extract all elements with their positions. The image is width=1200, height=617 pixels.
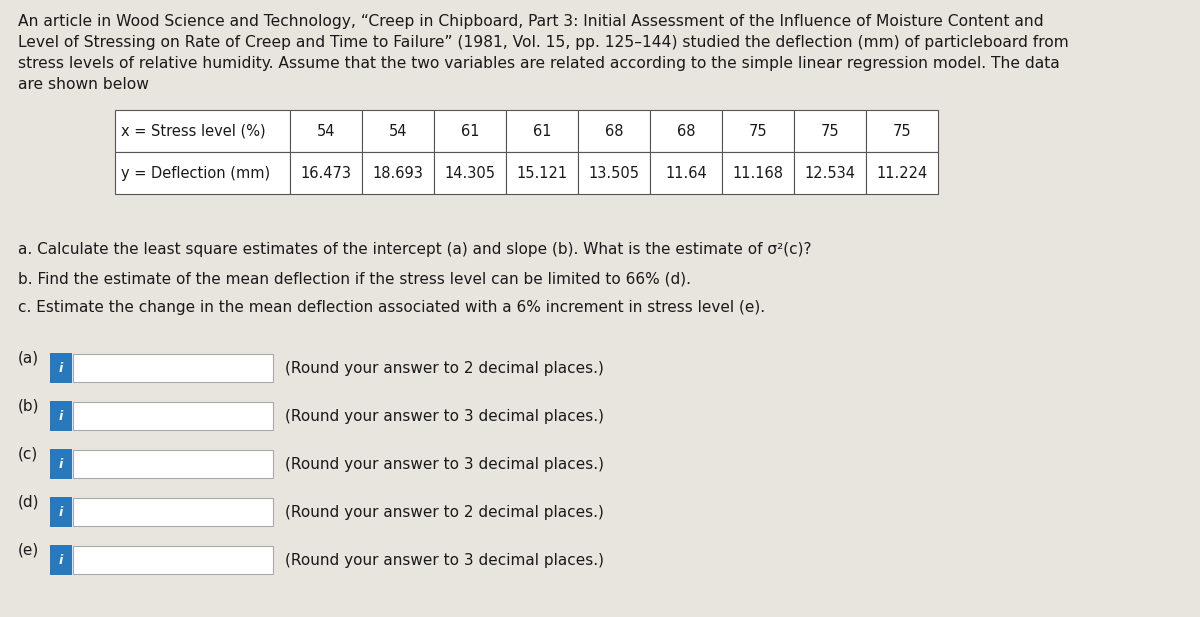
Text: 68: 68	[605, 123, 623, 138]
Bar	[650, 110, 722, 152]
Text: y = Deflection (mm): y = Deflection (mm)	[121, 165, 270, 181]
Bar	[866, 152, 938, 194]
Text: 18.693: 18.693	[372, 165, 424, 181]
Text: 61: 61	[461, 123, 479, 138]
Bar	[506, 152, 578, 194]
Text: 61: 61	[533, 123, 551, 138]
Text: 11.64: 11.64	[665, 165, 707, 181]
Text: 75: 75	[821, 123, 839, 138]
Text: 11.168: 11.168	[732, 165, 784, 181]
Bar	[722, 152, 794, 194]
Bar	[115, 152, 290, 194]
Text: b. Find the estimate of the mean deflection if the stress level can be limited t: b. Find the estimate of the mean deflect…	[18, 272, 691, 287]
Text: are shown below: are shown below	[18, 77, 149, 92]
Text: 75: 75	[749, 123, 767, 138]
Bar	[290, 152, 362, 194]
Text: (Round your answer to 2 decimal places.): (Round your answer to 2 decimal places.)	[286, 360, 604, 376]
Bar	[722, 110, 794, 152]
Text: (Round your answer to 3 decimal places.): (Round your answer to 3 decimal places.)	[286, 408, 604, 423]
Text: i: i	[59, 505, 64, 518]
Bar	[434, 152, 506, 194]
Text: 15.121: 15.121	[516, 165, 568, 181]
Bar	[362, 110, 434, 152]
Text: (e): (e)	[18, 542, 40, 558]
Text: (a): (a)	[18, 350, 40, 365]
Bar	[578, 110, 650, 152]
Text: (Round your answer to 2 decimal places.): (Round your answer to 2 decimal places.)	[286, 505, 604, 520]
Text: An article in Wood Science and Technology, “Creep in Chipboard, Part 3: Initial : An article in Wood Science and Technolog…	[18, 14, 1044, 29]
Bar	[794, 152, 866, 194]
Text: i: i	[59, 410, 64, 423]
Text: i: i	[59, 553, 64, 566]
Bar	[362, 152, 434, 194]
Text: 75: 75	[893, 123, 911, 138]
Bar	[73, 354, 274, 382]
Text: (b): (b)	[18, 399, 40, 413]
Bar	[50, 449, 72, 479]
Bar	[50, 401, 72, 431]
Text: x = Stress level (%): x = Stress level (%)	[121, 123, 265, 138]
Text: 16.473: 16.473	[300, 165, 352, 181]
Text: (Round your answer to 3 decimal places.): (Round your answer to 3 decimal places.)	[286, 457, 604, 471]
Text: 14.305: 14.305	[444, 165, 496, 181]
Bar	[794, 110, 866, 152]
Bar	[73, 402, 274, 430]
Bar	[50, 497, 72, 527]
Text: i: i	[59, 362, 64, 375]
Bar	[50, 545, 72, 575]
Bar	[73, 546, 274, 574]
Bar	[578, 152, 650, 194]
Bar	[115, 110, 290, 152]
Bar	[73, 498, 274, 526]
Text: 13.505: 13.505	[588, 165, 640, 181]
Bar	[650, 152, 722, 194]
Bar	[506, 110, 578, 152]
Text: (Round your answer to 3 decimal places.): (Round your answer to 3 decimal places.)	[286, 552, 604, 568]
Bar	[50, 353, 72, 383]
Text: (c): (c)	[18, 447, 38, 462]
Text: c. Estimate the change in the mean deflection associated with a 6% increment in : c. Estimate the change in the mean defle…	[18, 300, 766, 315]
Text: 11.224: 11.224	[876, 165, 928, 181]
Text: (d): (d)	[18, 494, 40, 510]
Text: stress levels of relative humidity. Assume that the two variables are related ac: stress levels of relative humidity. Assu…	[18, 56, 1060, 71]
Bar	[866, 110, 938, 152]
Bar	[434, 110, 506, 152]
Text: 68: 68	[677, 123, 695, 138]
Bar	[290, 110, 362, 152]
Text: 12.534: 12.534	[804, 165, 856, 181]
Text: i: i	[59, 457, 64, 471]
Text: Level of Stressing on Rate of Creep and Time to Failure” (1981, Vol. 15, pp. 125: Level of Stressing on Rate of Creep and …	[18, 35, 1069, 50]
Text: a. Calculate the least square estimates of the intercept (a) and slope (b). What: a. Calculate the least square estimates …	[18, 242, 811, 257]
Text: 54: 54	[389, 123, 407, 138]
Bar	[73, 450, 274, 478]
Text: 54: 54	[317, 123, 335, 138]
